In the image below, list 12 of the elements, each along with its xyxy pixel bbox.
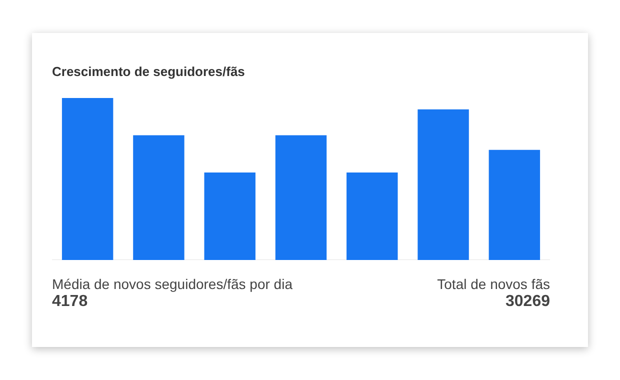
- bar: [275, 135, 327, 260]
- text: Média de novos seguidores/fãs por dia: [52, 276, 292, 292]
- bar: [62, 98, 114, 260]
- bar: [346, 172, 398, 260]
- text: 4178: [52, 293, 89, 311]
- bar: [133, 135, 184, 260]
- bar: [488, 150, 540, 260]
- bar: [418, 109, 469, 260]
- text: 30269: [504, 293, 550, 311]
- bar: [204, 172, 256, 260]
- text: Total de novos fãs: [437, 276, 550, 292]
- chart-title: Crescimento de seguidores/fãs: [52, 64, 245, 79]
